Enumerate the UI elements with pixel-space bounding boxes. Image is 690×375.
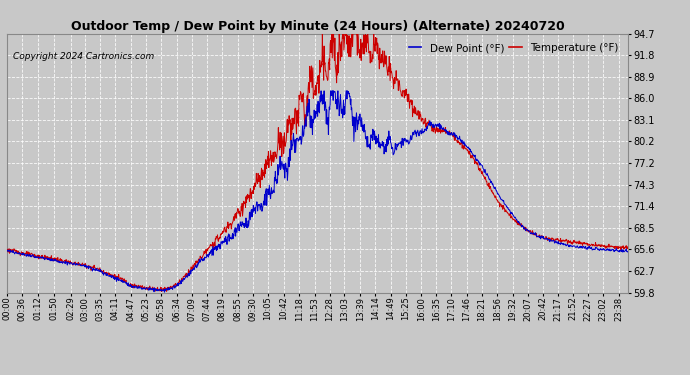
Title: Outdoor Temp / Dew Point by Minute (24 Hours) (Alternate) 20240720: Outdoor Temp / Dew Point by Minute (24 H…: [70, 20, 564, 33]
Legend: Dew Point (°F), Temperature (°F): Dew Point (°F), Temperature (°F): [404, 39, 622, 57]
Text: Copyright 2024 Cartronics.com: Copyright 2024 Cartronics.com: [13, 52, 155, 61]
